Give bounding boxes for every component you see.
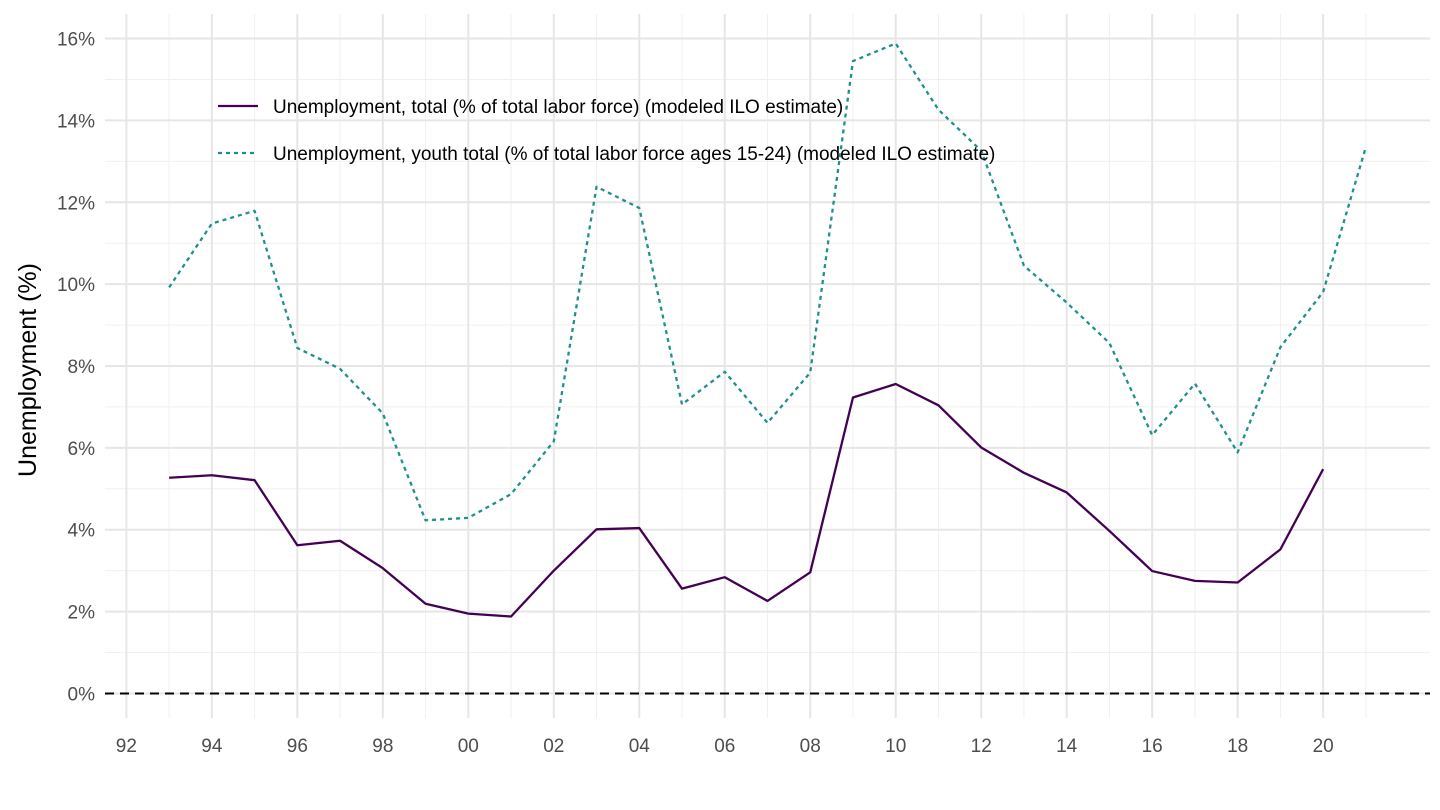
x-tick-label: 92 <box>116 736 137 757</box>
x-tick-label: 96 <box>287 736 308 757</box>
legend-label-youth: Unemployment, youth total (% of total la… <box>273 144 995 165</box>
y-tick-label: 14% <box>57 111 95 132</box>
x-tick-label: 14 <box>1056 736 1078 757</box>
x-axis-ticks: 92 94 96 98 00 02 04 06 08 10 12 14 16 18 20 <box>116 736 1334 757</box>
x-tick-label: 02 <box>543 736 564 757</box>
x-tick-label: 20 <box>1313 736 1334 757</box>
legend: Unemployment, total (% of total labor fo… <box>218 97 995 165</box>
x-tick-label: 16 <box>1142 736 1163 757</box>
y-axis-title: Unemployment (%) <box>14 263 42 477</box>
y-axis-ticks: 0% 2% 4% 6% 8% 10% 12% 14% 16% <box>57 30 95 706</box>
y-tick-label: 2% <box>68 603 96 624</box>
y-tick-label: 6% <box>68 439 96 460</box>
series-layer <box>168 42 1367 618</box>
x-tick-label: 00 <box>458 736 479 757</box>
x-tick-label: 10 <box>885 736 906 757</box>
y-tick-label: 8% <box>68 357 96 378</box>
y-tick-label: 10% <box>57 275 95 296</box>
series-line-total <box>169 382 1325 618</box>
x-tick-label: 06 <box>714 736 735 757</box>
y-tick-label: 16% <box>57 30 95 51</box>
x-tick-label: 04 <box>629 736 651 757</box>
y-tick-label: 4% <box>68 521 96 542</box>
x-tick-label: 18 <box>1227 736 1248 757</box>
legend-label-total: Unemployment, total (% of total labor fo… <box>273 97 843 118</box>
x-tick-label: 08 <box>800 736 821 757</box>
y-tick-label: 0% <box>68 684 96 705</box>
x-tick-label: 12 <box>971 736 992 757</box>
x-tick-label: 98 <box>372 736 393 757</box>
x-tick-label: 94 <box>201 736 223 757</box>
y-tick-label: 12% <box>57 193 95 214</box>
major-gridlines <box>105 14 1430 718</box>
series-line-youth <box>168 42 1367 522</box>
